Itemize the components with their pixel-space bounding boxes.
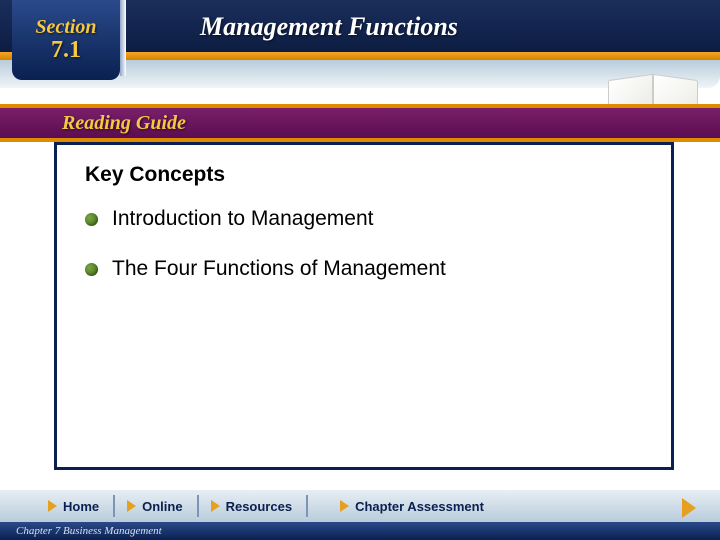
- triangle-icon: [48, 500, 57, 512]
- nav-assessment-button[interactable]: Chapter Assessment: [332, 490, 498, 522]
- nav-resources-button[interactable]: Resources: [203, 490, 306, 522]
- nav-resources-label: Resources: [226, 499, 292, 514]
- nav-separator: [197, 495, 199, 517]
- reading-guide-label: Reading Guide: [62, 112, 186, 135]
- nav-items: Home Online Resources Chapter Assessment: [0, 490, 720, 522]
- bullet-item: Introduction to Management: [85, 207, 643, 231]
- bullet-icon: [85, 263, 98, 276]
- nav-online-label: Online: [142, 499, 182, 514]
- section-divider-vertical: [120, 0, 126, 76]
- bullet-icon: [85, 213, 98, 226]
- section-label: Section: [35, 16, 96, 39]
- nav-assessment-label: Chapter Assessment: [355, 499, 484, 514]
- chapter-title: Management Functions: [200, 12, 458, 42]
- section-block: Section 7.1: [12, 0, 120, 80]
- content-box: Key Concepts Introduction to Management …: [54, 142, 674, 470]
- triangle-icon: [340, 500, 349, 512]
- bottom-nav: Home Online Resources Chapter Assessment: [0, 490, 720, 522]
- footer-bar: Chapter 7 Business Management: [0, 522, 720, 540]
- nav-home-label: Home: [63, 499, 99, 514]
- slide: Section 7.1 Management Functions Reading…: [0, 0, 720, 540]
- nav-home-button[interactable]: Home: [40, 490, 113, 522]
- reading-guide-bar: Reading Guide: [0, 104, 720, 142]
- nav-separator: [113, 495, 115, 517]
- bullet-item: The Four Functions of Management: [85, 257, 643, 281]
- nav-separator: [306, 495, 308, 517]
- rg-purple-band: Reading Guide: [0, 108, 720, 138]
- nav-online-button[interactable]: Online: [119, 490, 196, 522]
- triangle-icon: [127, 500, 136, 512]
- triangle-icon: [211, 500, 220, 512]
- bullet-text: The Four Functions of Management: [112, 257, 446, 281]
- bullet-text: Introduction to Management: [112, 207, 374, 231]
- section-badge: Section 7.1: [12, 0, 120, 80]
- chapter-caption: Chapter 7 Business Management: [16, 525, 162, 537]
- content-heading: Key Concepts: [85, 163, 643, 187]
- next-arrow-button[interactable]: [682, 498, 696, 518]
- section-number: 7.1: [51, 37, 81, 64]
